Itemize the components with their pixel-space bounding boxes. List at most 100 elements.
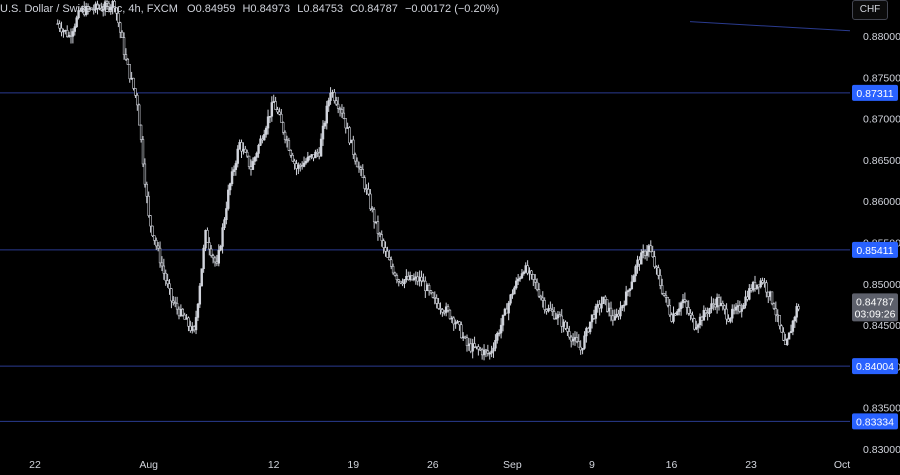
candle-body	[666, 297, 670, 306]
candle-body	[371, 208, 374, 211]
price-axis[interactable]: 0.880000.875000.870000.865000.860000.855…	[863, 31, 900, 456]
candle-body	[630, 281, 634, 290]
candle-body	[750, 288, 753, 291]
candle-body	[177, 308, 181, 317]
level-label-bg	[852, 358, 898, 375]
time-tick-label: 26	[427, 459, 439, 471]
candle-body	[215, 261, 219, 264]
candle-body	[520, 273, 524, 279]
candle-body	[679, 302, 683, 310]
candle-body	[795, 306, 798, 318]
candle-body	[566, 328, 569, 332]
candle-body	[96, 3, 99, 9]
low-value: 0.84753	[303, 3, 344, 15]
candle-body	[115, 7, 118, 14]
close-key: C	[350, 3, 359, 15]
time-tick-label: 22	[29, 459, 41, 471]
candle-body	[208, 242, 211, 250]
candle-body	[564, 321, 567, 329]
level-label: 0.85411	[856, 245, 893, 257]
candle-body	[437, 303, 440, 309]
candle-body	[486, 350, 490, 354]
symbol-legend: U.S. Dollar / Swiss Franc, 4h, FXCM O0.8…	[0, 3, 499, 15]
candle-body	[780, 325, 783, 333]
candle-body	[638, 259, 641, 265]
candle-body	[242, 148, 245, 152]
candle-body	[626, 290, 630, 293]
candle-body	[365, 188, 368, 190]
candle-body	[278, 111, 281, 115]
low-key: L	[297, 3, 304, 15]
candle-body	[748, 288, 751, 300]
candle-body	[681, 299, 685, 304]
candle-body	[282, 122, 285, 133]
candle-body	[740, 308, 743, 312]
candle-body	[156, 245, 160, 249]
candle-body	[58, 23, 61, 29]
candle-body	[492, 347, 495, 352]
candle-body	[615, 313, 618, 317]
candle-body	[310, 154, 313, 157]
candle-body	[145, 183, 148, 197]
candle-body	[751, 282, 755, 291]
candle-body	[155, 240, 158, 247]
candle-body	[683, 299, 687, 302]
candle-body	[592, 314, 596, 319]
candle-body	[376, 221, 380, 234]
candle-body	[513, 287, 516, 295]
currency-button[interactable]: CHF	[852, 0, 888, 20]
candle-body	[386, 250, 389, 258]
candle-body	[518, 277, 522, 280]
candle-body	[604, 296, 607, 300]
candle-body	[664, 295, 668, 298]
candle-body	[714, 304, 717, 308]
candle-body	[158, 247, 162, 264]
candle-body	[645, 251, 649, 256]
price-tick-label: 0.83000	[863, 444, 900, 456]
current-price-bg	[852, 293, 898, 322]
candle-body	[655, 266, 658, 269]
candle-body	[719, 302, 723, 307]
candle-body	[537, 289, 541, 297]
candle-body	[687, 307, 690, 314]
candle-body	[399, 280, 402, 284]
open-key: O	[187, 3, 196, 15]
candle-body	[302, 162, 306, 167]
candle-body	[213, 257, 217, 263]
candle-body	[405, 275, 408, 280]
candle-body	[617, 313, 620, 317]
candle-body	[732, 308, 736, 311]
candle-body	[175, 303, 179, 310]
candle-body	[408, 275, 412, 280]
candle-body	[255, 153, 258, 158]
candle-body	[240, 142, 243, 152]
candle-body	[162, 265, 166, 274]
candle-body	[321, 125, 325, 140]
candle-body	[225, 208, 228, 221]
candle-body	[128, 64, 131, 80]
candle-body	[448, 309, 452, 319]
candle-body	[174, 302, 177, 304]
candle-body	[729, 317, 732, 322]
candle-body	[767, 291, 770, 297]
candle-body	[642, 250, 645, 254]
time-tick-label: 9	[589, 459, 595, 471]
candle-body	[444, 306, 448, 313]
candle-body	[367, 188, 370, 195]
candle-body	[715, 297, 719, 308]
candle-body	[607, 307, 611, 312]
candle-body	[335, 100, 338, 105]
candle-body	[721, 302, 724, 307]
candle-body	[196, 303, 200, 318]
time-axis[interactable]: 22 Aug 12 19 26 Sep 9 16 23 Oct	[29, 459, 850, 471]
candle-body	[363, 177, 366, 189]
time-tick-label: Oct	[834, 459, 850, 471]
candle-body	[291, 155, 294, 162]
candle-body	[90, 7, 94, 10]
candle-body	[223, 219, 226, 228]
candle-body	[473, 343, 476, 348]
candle-body	[263, 134, 266, 141]
candle-body	[236, 148, 239, 164]
candle-body	[609, 307, 613, 317]
